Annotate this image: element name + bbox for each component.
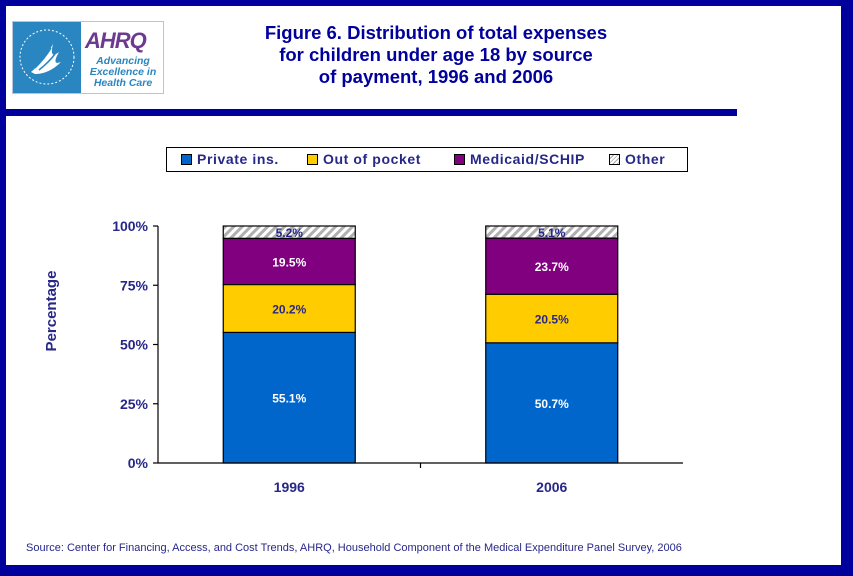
source-note: Source: Center for Financing, Access, an…	[26, 542, 682, 554]
x-axis: 1996 2006	[158, 462, 683, 495]
data-label: 55.1%	[272, 392, 306, 406]
ahrq-wordmark: AHRQ	[85, 28, 147, 53]
tagline-line: Excellence in	[89, 66, 157, 78]
ahrq-tagline: Advancing Excellence in Health Care	[83, 56, 163, 89]
legend-swatch-other	[609, 153, 620, 165]
y-tick-label: 25%	[120, 396, 149, 412]
legend-item-oop: Out of pocket	[307, 151, 421, 167]
legend-label: Medicaid/SCHIP	[470, 151, 585, 167]
bar-segment-out-of-pocket-1996	[222, 283, 356, 334]
figure-page: AHRQ Advancing Excellence in Health Care…	[6, 6, 841, 565]
x-tick-label: 2006	[536, 479, 567, 495]
ahrq-logo: AHRQ Advancing Excellence in Health Care	[12, 21, 164, 94]
legend-label: Out of pocket	[323, 151, 422, 167]
data-label: 23.7%	[535, 260, 569, 274]
bars: 55.1% 20.2% 19.5% 5.2% 50.7% 20.5% 23.7% 5.1%	[222, 225, 619, 464]
legend-item-other: Other	[609, 151, 665, 167]
tagline-line: Health Care	[93, 77, 153, 89]
y-tick-label: 100%	[112, 218, 148, 234]
y-tick-label: 50%	[120, 337, 149, 353]
chart-legend: Private ins. Out of pocket Medicaid/SCHI…	[166, 147, 688, 172]
title-line: of payment, 1996 and 2006	[318, 66, 554, 87]
bar-segment-out-of-pocket-2006	[485, 293, 619, 344]
legend-item-private: Private ins.	[181, 151, 279, 167]
legend-swatch-medicaid	[454, 153, 465, 165]
data-label: 5.2%	[276, 226, 304, 240]
legend-item-medicaid: Medicaid/SCHIP	[454, 151, 585, 167]
data-label: 20.2%	[272, 302, 306, 316]
data-label: 5.1%	[538, 226, 566, 240]
bar-segment-private-ins--2006	[485, 342, 619, 464]
data-label: 50.7%	[535, 397, 569, 411]
data-label: 20.5%	[535, 313, 569, 327]
bar-segment-medicaid-schip-1996	[222, 237, 356, 286]
data-label: 19.5%	[272, 255, 306, 269]
legend-swatch-oop	[307, 153, 318, 165]
bar-segment-other-2006	[485, 225, 619, 239]
legend-swatch-private	[181, 153, 192, 165]
y-axis: 0% 25% 50% 75% 100%	[112, 218, 159, 471]
bar-segment-medicaid-schip-2006	[485, 237, 619, 295]
tagline-line: Advancing	[96, 55, 150, 67]
title-divider	[6, 109, 737, 116]
legend-label: Private ins.	[197, 151, 279, 167]
title-line: Figure 6. Distribution of total expenses	[264, 22, 608, 43]
y-tick-label: 75%	[120, 277, 149, 293]
bar-segment-private-ins--1996	[222, 331, 356, 464]
y-tick-label: 0%	[128, 455, 149, 471]
chart-title: Figure 6. Distribution of total expenses…	[226, 22, 646, 88]
y-axis-label: Percentage	[43, 271, 60, 352]
x-tick-label: 1996	[274, 479, 305, 495]
bar-segment-other-1996	[222, 225, 356, 239]
legend-label: Other	[625, 151, 666, 167]
title-line: for children under age 18 by source	[279, 44, 593, 65]
hhs-eagle-icon	[13, 22, 81, 93]
